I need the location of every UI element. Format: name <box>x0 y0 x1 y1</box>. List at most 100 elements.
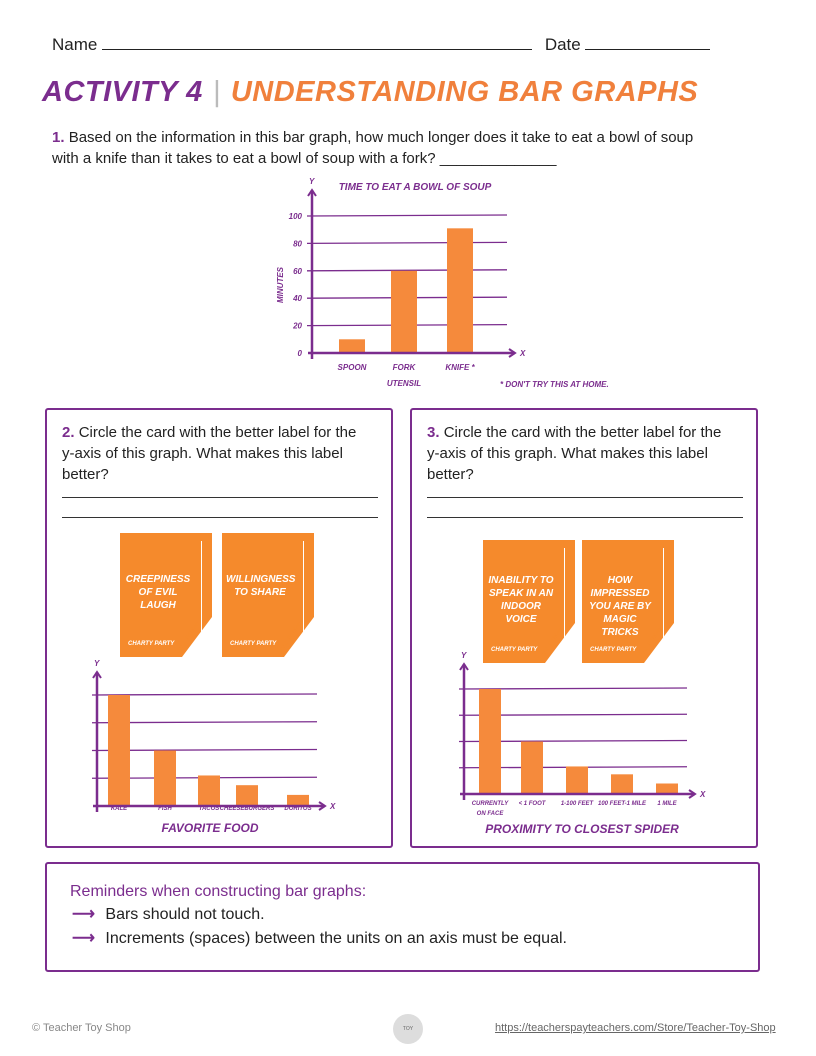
card-label: HOW IMPRESSED YOU ARE BY MAGIC TRICKS <box>589 575 651 638</box>
label-card[interactable]: INABILITY TO SPEAK IN AN INDOOR VOICE CH… <box>483 540 575 663</box>
x-axis-letter: X <box>329 802 336 811</box>
gridline <box>458 687 688 690</box>
bar--1-foot <box>521 741 543 794</box>
reminder-item: ⟶ Bars should not touch. <box>72 903 265 927</box>
question-number: 3. <box>427 424 440 441</box>
card-axis-icon <box>663 548 664 641</box>
reminders-box <box>45 862 760 972</box>
y-tick-label: 40 <box>292 294 302 303</box>
bar-currently-on-face <box>479 689 501 794</box>
y-tick-label: 60 <box>293 267 302 276</box>
x-tick-label: SPOON <box>338 363 367 372</box>
y-arrow-icon <box>307 188 317 197</box>
card-axis-icon <box>564 548 565 641</box>
x-axis-label: FAVORITE FOOD <box>161 821 258 835</box>
name-field[interactable] <box>102 34 533 50</box>
gridline <box>306 214 508 217</box>
y-tick-label: 20 <box>292 322 302 331</box>
activity-subject: UNDERSTANDING BAR GRAPHS <box>230 76 699 108</box>
card-label: CREEPINESS OF EVIL LAUGH <box>125 574 191 611</box>
answer-line[interactable] <box>62 497 378 498</box>
x-axis-label: UTENSIL <box>387 379 421 388</box>
question-text: Circle the card with the better label fo… <box>427 424 722 483</box>
answer-line[interactable] <box>62 517 378 518</box>
question-3: 3. Circle the card with the better label… <box>427 422 737 485</box>
x-arrow-icon <box>318 801 327 811</box>
gridline <box>91 693 318 696</box>
question-number: 2. <box>62 424 75 441</box>
card-axis-icon <box>201 541 202 635</box>
x-tick-label: CHEESEBURGERS <box>220 806 275 812</box>
question-number: 1. <box>52 129 65 146</box>
name-label: Name <box>52 35 98 54</box>
question-1: 1. Based on the information in this bar … <box>52 127 712 169</box>
page-title: ACTIVITY 4 | UNDERSTANDING BAR GRAPHS <box>42 76 698 109</box>
y-arrow-icon <box>92 670 102 679</box>
store-link[interactable]: https://teacherspayteachers.com/Store/Te… <box>495 1022 776 1034</box>
card-label: WILLINGNESS TO SHARE <box>226 574 296 598</box>
bar-kale <box>108 694 130 806</box>
x-tick-label: KALE <box>111 806 128 812</box>
bar-1-100-feet <box>566 766 588 794</box>
x-tick-label: CURRENTLY <box>472 801 510 807</box>
gridline <box>306 269 508 272</box>
date-label: Date <box>544 35 581 54</box>
answer-line[interactable] <box>427 517 743 518</box>
x-tick-label: KNIFE * <box>445 363 475 372</box>
card-axis-icon <box>303 541 304 635</box>
card-brand: CHARTY PARTY <box>128 641 175 647</box>
x-tick-label: FISH <box>158 806 172 812</box>
x-axis-letter: X <box>519 349 526 358</box>
arrow-right-icon: ⟶ <box>72 930 95 947</box>
label-card[interactable]: HOW IMPRESSED YOU ARE BY MAGIC TRICKS CH… <box>582 540 674 663</box>
x-tick-label: DORITOS <box>284 806 311 812</box>
y-arrow-icon <box>459 662 469 671</box>
label-card[interactable]: WILLINGNESS TO SHARE CHARTY PARTY ALL BA… <box>222 533 314 657</box>
reminder-text: Increments (spaces) between the units on… <box>105 930 567 947</box>
teacher-toy-shop-logo: TOY <box>393 1014 423 1044</box>
x-tick-label: FORK <box>393 363 417 372</box>
gridline <box>306 241 508 245</box>
y-tick-label: 100 <box>289 212 303 221</box>
reminder-text: Bars should not touch. <box>105 906 265 923</box>
arrow-right-icon: ⟶ <box>72 906 95 923</box>
chart-annotation: * DON'T TRY THIS AT HOME. <box>500 380 609 389</box>
y-axis-letter: Y <box>461 651 467 660</box>
x-tick-label: TACOS <box>199 806 220 812</box>
x-tick-label: ON FACE <box>477 811 505 817</box>
x-arrow-icon <box>508 348 517 358</box>
bar-fish <box>154 750 176 806</box>
question-3-box <box>410 408 758 848</box>
y-axis-letter: Y <box>309 177 315 186</box>
date-field[interactable] <box>585 34 711 50</box>
reminders-heading: Reminders when constructing bar graphs: <box>70 883 367 900</box>
activity-number: ACTIVITY 4 <box>42 76 203 108</box>
x-tick-label: 1 MILE <box>657 801 677 807</box>
question-2-box <box>45 408 393 848</box>
x-tick-label: 1-100 FEET <box>561 801 595 807</box>
card-brand: CHARTY PARTY <box>230 641 277 647</box>
bar-spoon <box>339 339 365 353</box>
x-tick-label: 100 FEET-1 MILE <box>598 801 647 807</box>
answer-line[interactable] <box>427 497 743 498</box>
bar-tacos <box>198 775 220 806</box>
card-label: INABILITY TO SPEAK IN AN INDOOR VOICE <box>488 575 554 625</box>
x-axis-label: PROXIMITY TO CLOSEST SPIDER <box>485 822 679 836</box>
reminder-item: ⟶ Increments (spaces) between the units … <box>72 927 567 951</box>
bar-fork <box>391 270 417 353</box>
card-brand: CHARTY PARTY <box>590 647 637 653</box>
x-axis-letter: X <box>699 790 706 799</box>
x-tick-label: < 1 FOOT <box>519 801 547 807</box>
title-separator: | <box>212 76 221 108</box>
bar-knife- <box>447 228 473 353</box>
x-arrow-icon <box>688 789 697 799</box>
y-axis-label: MINUTES <box>276 266 285 303</box>
bar-1-mile <box>656 783 678 794</box>
question-text: Circle the card with the better label fo… <box>62 424 357 483</box>
label-card[interactable]: CREEPINESS OF EVIL LAUGH CHARTY PARTY AL… <box>120 533 212 657</box>
question-text: Based on the information in this bar gra… <box>52 129 694 167</box>
bar-doritos <box>287 794 309 806</box>
card-brand: CHARTY PARTY <box>491 647 538 653</box>
y-tick-label: 80 <box>293 239 302 248</box>
